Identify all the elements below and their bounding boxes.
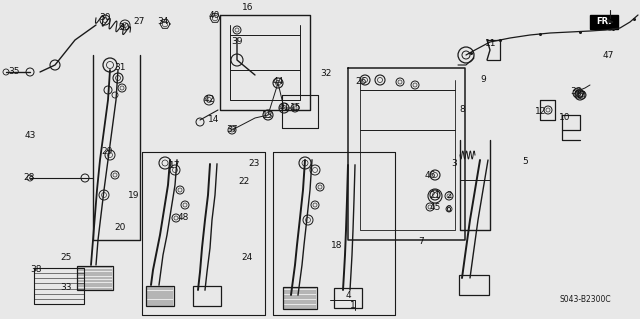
Text: 20: 20 bbox=[115, 224, 125, 233]
Text: 22: 22 bbox=[238, 176, 250, 186]
Text: 7: 7 bbox=[418, 236, 424, 246]
Text: FR.: FR. bbox=[596, 18, 612, 26]
Text: 3: 3 bbox=[451, 160, 457, 168]
Text: 48: 48 bbox=[177, 213, 189, 222]
Text: 9: 9 bbox=[480, 75, 486, 84]
Text: 30: 30 bbox=[99, 13, 111, 23]
Text: 42: 42 bbox=[204, 95, 214, 105]
Text: 36: 36 bbox=[570, 87, 582, 97]
Text: 44: 44 bbox=[273, 78, 284, 86]
Text: 32: 32 bbox=[320, 69, 332, 78]
Text: 19: 19 bbox=[128, 191, 140, 201]
Text: 1: 1 bbox=[350, 301, 356, 310]
Text: 6: 6 bbox=[445, 204, 451, 213]
Text: 47: 47 bbox=[574, 91, 586, 100]
Text: 37: 37 bbox=[227, 124, 237, 133]
Text: 39: 39 bbox=[231, 38, 243, 47]
Text: 27: 27 bbox=[133, 18, 145, 26]
Text: 28: 28 bbox=[23, 174, 35, 182]
Text: 24: 24 bbox=[241, 253, 253, 262]
Text: 17: 17 bbox=[169, 161, 180, 170]
Text: 18: 18 bbox=[332, 241, 343, 250]
Text: 35: 35 bbox=[8, 68, 20, 77]
Text: 29: 29 bbox=[101, 147, 113, 157]
Text: 47: 47 bbox=[602, 50, 614, 60]
Text: 31: 31 bbox=[115, 63, 125, 72]
Bar bbox=[283, 287, 317, 309]
Text: 5: 5 bbox=[522, 157, 528, 166]
Text: 46: 46 bbox=[424, 170, 436, 180]
Text: 21: 21 bbox=[429, 191, 441, 201]
Text: 33: 33 bbox=[60, 284, 72, 293]
Text: 40: 40 bbox=[208, 11, 220, 20]
Text: 34: 34 bbox=[157, 18, 169, 26]
Bar bbox=[146, 286, 174, 306]
FancyBboxPatch shape bbox=[590, 15, 618, 29]
Text: 25: 25 bbox=[60, 254, 72, 263]
Text: 12: 12 bbox=[535, 107, 547, 115]
Bar bbox=[459, 275, 489, 295]
Text: 10: 10 bbox=[559, 114, 571, 122]
Bar bbox=[193, 286, 221, 306]
Bar bbox=[34, 268, 84, 304]
Text: 45: 45 bbox=[429, 203, 441, 211]
Text: 43: 43 bbox=[24, 130, 36, 139]
Text: 11: 11 bbox=[485, 40, 497, 48]
Text: 4: 4 bbox=[345, 292, 351, 300]
Text: 15: 15 bbox=[291, 103, 301, 113]
Text: 26: 26 bbox=[355, 78, 367, 86]
Text: 30: 30 bbox=[118, 23, 130, 32]
Text: 41: 41 bbox=[278, 103, 290, 113]
Text: 16: 16 bbox=[243, 4, 253, 12]
Text: 2: 2 bbox=[446, 191, 452, 201]
Bar bbox=[77, 266, 113, 290]
Bar bbox=[334, 288, 362, 308]
Text: 38: 38 bbox=[30, 265, 42, 275]
Text: 23: 23 bbox=[248, 159, 260, 167]
Text: 14: 14 bbox=[208, 115, 220, 124]
Text: 8: 8 bbox=[459, 106, 465, 115]
Text: 13: 13 bbox=[262, 110, 274, 120]
Text: S043-B2300C: S043-B2300C bbox=[559, 295, 611, 305]
